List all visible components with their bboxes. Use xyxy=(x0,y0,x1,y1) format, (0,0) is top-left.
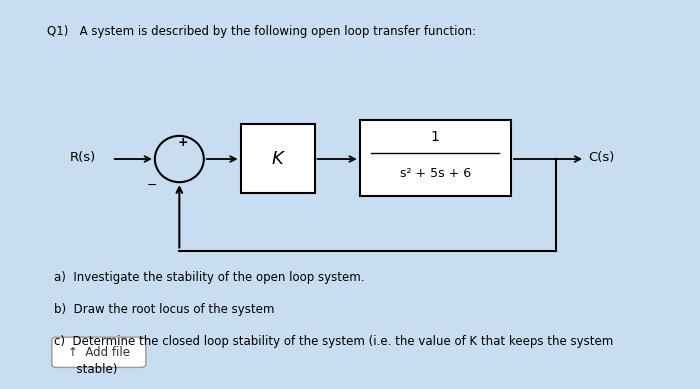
Text: Q1)   A system is described by the following open loop transfer function:: Q1) A system is described by the followi… xyxy=(48,25,477,38)
Text: K: K xyxy=(272,150,284,168)
Text: 1: 1 xyxy=(431,130,440,144)
Text: b)  Draw the root locus of the system: b) Draw the root locus of the system xyxy=(54,303,274,316)
Text: −: − xyxy=(146,179,157,193)
FancyBboxPatch shape xyxy=(52,337,146,367)
Text: c)  Determine the closed loop stability of the system (i.e. the value of K that : c) Determine the closed loop stability o… xyxy=(54,335,613,347)
Text: +: + xyxy=(177,136,188,149)
Text: stable): stable) xyxy=(54,363,117,375)
Text: s² + 5s + 6: s² + 5s + 6 xyxy=(400,167,471,180)
Text: a)  Investigate the stability of the open loop system.: a) Investigate the stability of the open… xyxy=(54,271,364,284)
FancyBboxPatch shape xyxy=(360,120,511,196)
Text: ↑  Add file: ↑ Add file xyxy=(68,346,130,359)
FancyBboxPatch shape xyxy=(241,124,314,193)
Text: C(s): C(s) xyxy=(588,151,615,164)
Text: R(s): R(s) xyxy=(70,151,96,164)
